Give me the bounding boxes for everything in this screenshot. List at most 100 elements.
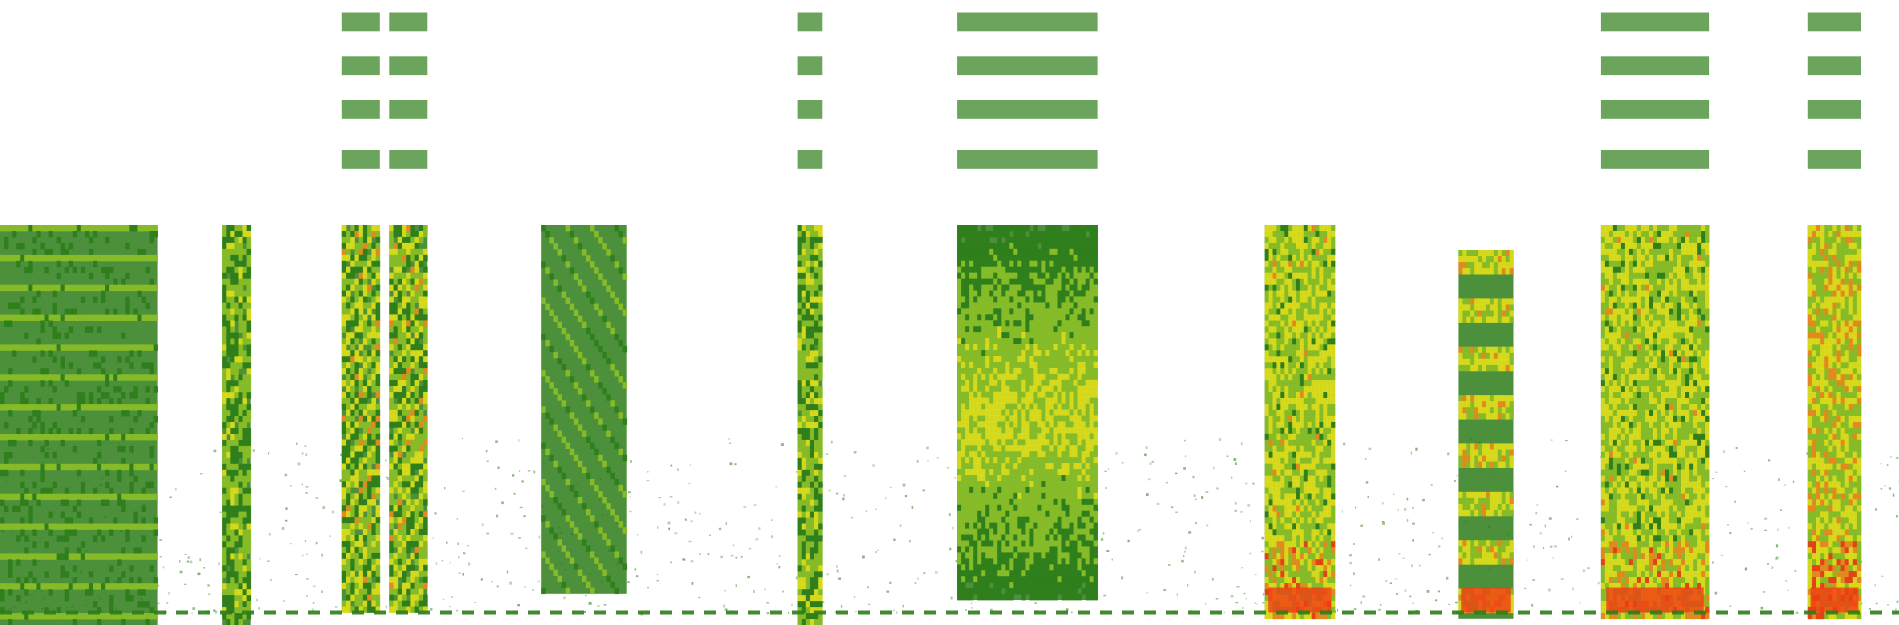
event-cell: [222, 487, 227, 495]
event-cell: [997, 350, 1002, 357]
event-cell: [981, 367, 986, 375]
event-cell: [222, 583, 227, 590]
event-cell: [8, 368, 13, 375]
event-cell: [973, 546, 978, 553]
event-cell: [238, 595, 243, 602]
event-cell: [36, 374, 41, 381]
event-cell: [389, 260, 394, 268]
event-cell: [230, 308, 235, 315]
noise-speck: [1448, 603, 1450, 605]
event-cell: [402, 582, 407, 590]
event-cell: [414, 421, 420, 429]
event-cell: [961, 475, 966, 482]
event-cell: [97, 254, 102, 262]
event-cell: [238, 231, 243, 238]
event-cell: [230, 416, 235, 423]
event-cell: [145, 523, 150, 530]
event-cell: [997, 284, 1002, 291]
event-cell: [1009, 403, 1014, 410]
event-cell: [985, 278, 990, 285]
event-cell: [36, 410, 41, 417]
event-cell: [242, 595, 247, 602]
event-cell: [814, 260, 819, 268]
noise-speck: [629, 510, 632, 513]
event-cell: [354, 523, 360, 530]
event-cell: [80, 284, 86, 292]
event-cell: [969, 260, 974, 268]
event-cell: [969, 338, 974, 345]
event-cell: [418, 409, 424, 417]
event-cell: [84, 374, 90, 381]
event-cell: [12, 302, 17, 309]
event-cell: [973, 361, 978, 369]
event-cell: [985, 302, 990, 309]
event-cell: [818, 475, 823, 483]
event-cell: [238, 553, 243, 560]
event-cell: [997, 314, 1002, 321]
event-cell: [423, 546, 428, 554]
event-cell: [981, 552, 986, 559]
noise-speck: [877, 549, 879, 551]
event-cell: [965, 344, 970, 351]
event-cell: [72, 225, 78, 232]
noise-speck: [851, 517, 854, 519]
event-cell: [137, 493, 142, 501]
event-cell: [818, 589, 823, 596]
event-cell: [234, 374, 239, 381]
event-cell: [1013, 326, 1018, 333]
event-cell: [93, 523, 98, 530]
event-cell: [565, 406, 571, 413]
event-cell: [410, 344, 415, 351]
event-cell: [358, 326, 364, 333]
noise-speck: [1254, 602, 1257, 604]
event-cell: [246, 601, 252, 608]
event-cell: [358, 344, 364, 351]
event-cell: [230, 481, 235, 489]
noise-speck: [922, 572, 926, 575]
noise-speck: [899, 524, 902, 528]
event-cell: [362, 350, 368, 357]
event-cell: [590, 261, 595, 268]
noise-speck: [1456, 474, 1458, 477]
event-cell: [230, 517, 235, 524]
event-cell: [375, 391, 381, 399]
event-cell: [814, 356, 819, 363]
event-cell: [362, 600, 368, 607]
event-cell: [230, 314, 235, 321]
event-cell: [242, 487, 247, 495]
event-cell: [569, 231, 575, 238]
event-cell: [346, 457, 351, 464]
event-cell: [610, 291, 615, 298]
event-cell: [362, 290, 368, 297]
event-cell: [981, 516, 986, 524]
event-cell: [101, 314, 106, 321]
event-cell: [362, 391, 368, 399]
event-cell: [969, 576, 974, 583]
event-cell: [961, 516, 966, 524]
event-cell: [20, 499, 25, 506]
event-cell: [1021, 385, 1026, 393]
event-cell: [989, 338, 994, 345]
event-cell: [989, 284, 994, 291]
event-cell: [375, 558, 381, 566]
event-cell: [64, 613, 70, 620]
event-cell: [402, 248, 407, 256]
event-cell: [149, 314, 154, 321]
event-cell: [97, 434, 102, 441]
event-cell: [402, 570, 407, 578]
event-cell: [80, 296, 86, 303]
event-cell: [60, 362, 65, 369]
event-cell: [965, 486, 970, 494]
event-cell: [602, 315, 607, 323]
noise-speck: [1262, 592, 1264, 596]
noise-speck: [770, 519, 773, 521]
event-cell: [586, 472, 591, 480]
event-cell: [809, 416, 815, 423]
noise-speck: [485, 449, 488, 453]
event-cell: [350, 356, 355, 363]
event-cell: [16, 523, 21, 530]
noise-speck: [1145, 446, 1148, 449]
event-cell: [818, 571, 823, 578]
event-cell: [406, 326, 411, 333]
event-cell: [805, 589, 811, 596]
